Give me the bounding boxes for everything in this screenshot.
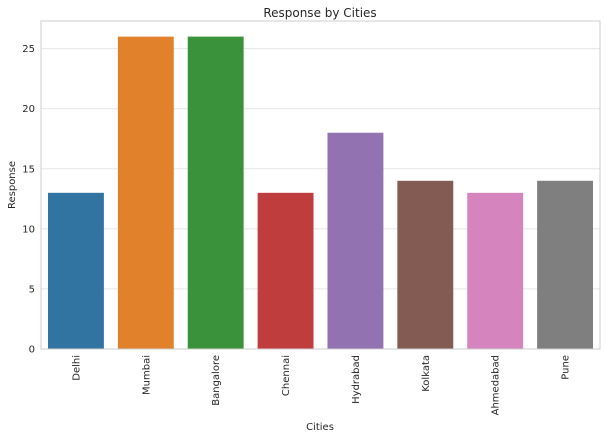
y-tick-label: 25 [22,44,35,55]
chart-title: Response by Cities [263,6,376,20]
bar-kolkata [397,180,454,349]
bar-chennai [257,192,314,349]
x-tick-labels: Delhi Mumbai Bangalore Chennai Hydrabad Kolka… [71,355,571,415]
y-tick-label: 15 [22,164,35,175]
x-axis-label: Cities [306,422,334,433]
x-tick-label: Pune [561,355,572,380]
x-tick-label: Mumbai [141,355,152,395]
y-axis-label: Response [7,161,18,209]
bar-pune [537,180,594,349]
y-tick-label: 0 [29,345,35,356]
y-tick-label: 5 [29,284,35,295]
bar-delhi [47,192,104,349]
x-tick-label: Delhi [71,355,82,381]
y-tick-labels: 0 5 10 15 20 25 [22,44,35,355]
bars [47,36,594,349]
y-tick-label: 10 [22,224,35,235]
x-tick-label: Ahmedabad [491,355,502,415]
bar-ahmedabad [467,192,524,349]
x-tick-label: Bangalore [211,355,222,406]
bar-bangalore [187,36,244,349]
plot-frame [40,20,601,350]
x-tick-label: Chennai [281,355,292,396]
y-tick-label: 20 [22,104,35,115]
x-tick-label: Kolkata [421,355,432,392]
bar-hydrabad [327,132,384,349]
x-tick-label: Hydrabad [351,355,362,404]
bar-mumbai [117,36,174,349]
